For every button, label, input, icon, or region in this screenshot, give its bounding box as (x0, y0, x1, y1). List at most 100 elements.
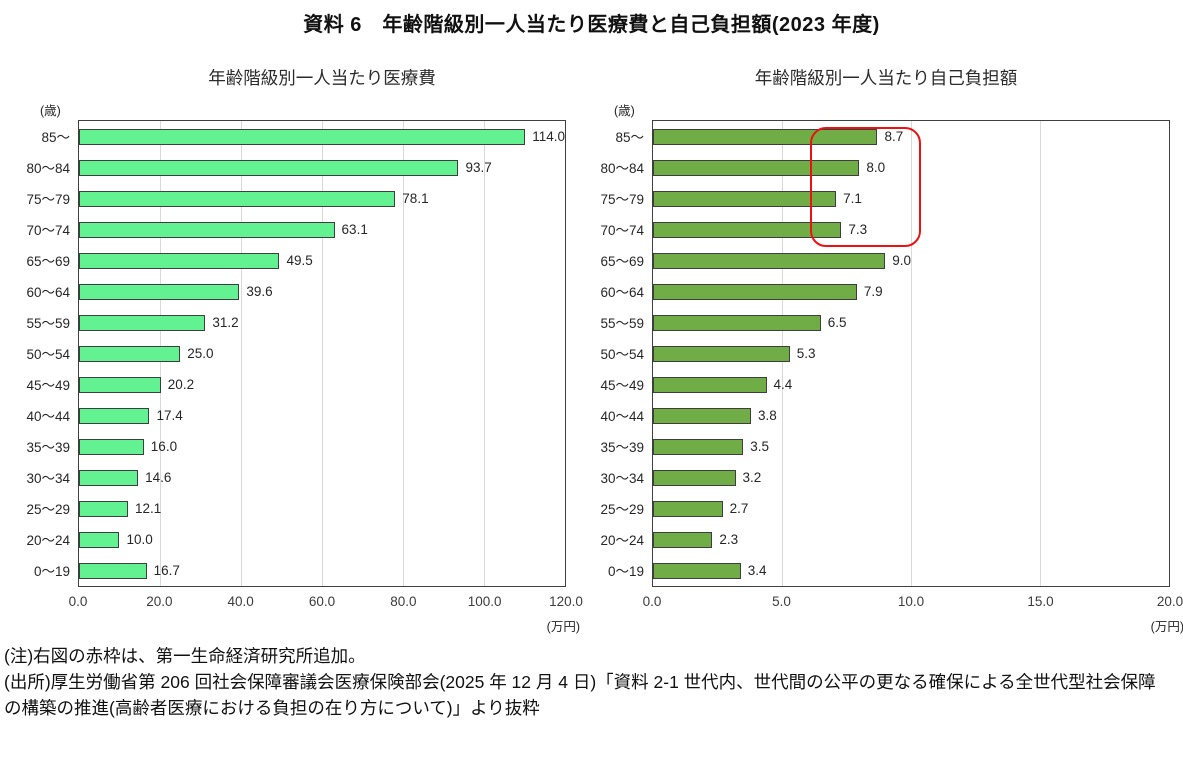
category-label: 55〜59 (26, 316, 70, 332)
bar-value-label: 5.3 (796, 346, 816, 361)
bar (79, 159, 459, 176)
bar (653, 283, 857, 300)
category-label: 85〜 (41, 130, 70, 146)
bar-value-label: 3.8 (758, 408, 777, 423)
left-y-axis-unit-label: (歳) (40, 104, 61, 118)
bar-value-label: 17.4 (156, 408, 183, 423)
bar-value-label: 3.2 (742, 470, 762, 485)
bar-value-label: 7.3 (848, 222, 868, 237)
x-tick-label: 15.0 (1027, 594, 1054, 609)
bar-row: 8.0 (653, 152, 1169, 183)
charts-row: 年齢階級別一人当たり医療費 (歳) 85〜 80〜84 75〜79 70〜74 65〜6… (0, 65, 1183, 635)
category-label: 45〜49 (600, 377, 644, 393)
bar-value-label: 78.1 (402, 191, 429, 206)
bar (653, 190, 837, 207)
bar (79, 376, 161, 393)
x-tick-label: 100.0 (467, 594, 502, 609)
bar-row: 25.0 (79, 338, 565, 369)
bar-row: 3.8 (653, 400, 1169, 431)
category-label: 70〜74 (26, 223, 70, 239)
category-label: 25〜29 (26, 501, 70, 517)
bar-row: 10.0 (79, 524, 565, 555)
bar-row: 3.2 (653, 462, 1169, 493)
notes-block: (注)右図の赤枠は、第一生命経済研究所追加。 (出所)厚生労働省第 206 回社… (0, 643, 1183, 721)
bar-value-label: 3.4 (747, 563, 767, 578)
bar (79, 500, 128, 517)
annotation-red-frame (809, 126, 921, 247)
chart-medical-expenses: 年齢階級別一人当たり医療費 (歳) 85〜 80〜84 75〜79 70〜74 65〜6… (26, 65, 583, 635)
category-label: 80〜84 (26, 161, 70, 177)
category-label: 35〜39 (600, 439, 644, 455)
bar-row: 6.5 (653, 307, 1169, 338)
category-label: 45〜49 (26, 377, 70, 393)
bar (653, 314, 821, 331)
bar-value-label: 31.2 (212, 315, 239, 330)
left-x-axis-ticks: 0.0 20.0 40.0 60.0 80.0 100.0 120.0 (69, 594, 583, 610)
bar (653, 438, 744, 455)
x-tick-label: 120.0 (549, 594, 583, 609)
bar-row: 93.7 (79, 152, 565, 183)
bar-value-label: 63.1 (341, 222, 368, 237)
gridline (322, 121, 323, 586)
bar-row: 5.3 (653, 338, 1169, 369)
figure-title: 資料 6 年齢階級別一人当たり医療費と自己負担額(2023 年度) (303, 14, 880, 36)
category-label: 75〜79 (26, 192, 70, 208)
bar (653, 221, 842, 238)
bar-value-label: 14.6 (145, 470, 172, 485)
bar-row: 78.1 (79, 183, 565, 214)
x-tick-label: 80.0 (390, 594, 417, 609)
bar-value-label: 20.2 (167, 377, 195, 392)
left-plot-area: 114.0 93.7 78.1 63.1 49.5 39.6 31.2 (78, 120, 566, 587)
right-chart-body: (歳) 85〜 80〜84 75〜79 70〜74 65〜69 60〜64 55〜59 50〜… (600, 100, 1183, 635)
left-plot-wrap: 114.0 93.7 78.1 63.1 49.5 39.6 31.2 (69, 120, 583, 635)
x-tick-label: 0.0 (68, 594, 88, 609)
chart-out-of-pocket: 年齢階級別一人当たり自己負担額 (歳) 85〜 80〜84 75〜79 70〜74 65… (600, 65, 1183, 635)
bar (79, 314, 206, 331)
bar (653, 531, 713, 548)
bar-row: 3.4 (653, 555, 1169, 586)
bar-row: 7.1 (653, 183, 1169, 214)
category-label: 65〜69 (600, 254, 644, 270)
x-tick-label: 10.0 (897, 594, 925, 609)
x-tick-label: 0.0 (642, 594, 662, 609)
bar-value-label: 6.5 (827, 315, 847, 330)
category-label: 20〜24 (26, 532, 70, 548)
bar-row: 3.5 (653, 431, 1169, 462)
bar-row: 16.7 (79, 555, 565, 586)
left-chart-title: 年齢階級別一人当たり医療費 (208, 68, 436, 88)
bar-value-label: 3.5 (750, 439, 770, 454)
category-label: 25〜29 (600, 501, 644, 517)
bar-row: 2.3 (653, 524, 1169, 555)
bar-row: 39.6 (79, 276, 565, 307)
bar-value-label: 7.1 (843, 191, 862, 206)
gridline (240, 121, 242, 586)
bar (79, 438, 144, 455)
left-chart-body: (歳) 85〜 80〜84 75〜79 70〜74 65〜69 60〜64 55〜59 50〜… (26, 100, 583, 635)
bar (79, 221, 335, 238)
right-x-axis-unit-label: (万円) (1150, 620, 1183, 634)
gridline (483, 121, 485, 586)
category-label: 65〜69 (26, 254, 70, 270)
category-label: 50〜54 (26, 347, 70, 363)
bar (79, 531, 120, 548)
right-bar-rows: 8.7 8.0 7.1 7.3 9.0 7.9 6.5 (653, 121, 1169, 586)
right-plot-area: 8.7 8.0 7.1 7.3 9.0 7.9 6.5 (652, 120, 1170, 587)
bar (79, 469, 139, 486)
bar-value-label: 93.7 (465, 160, 492, 175)
gridline (1040, 121, 1041, 586)
category-label: 20〜24 (600, 532, 644, 548)
category-label: 30〜34 (600, 470, 644, 486)
bar (79, 128, 526, 145)
bar-row: 7.3 (653, 214, 1169, 245)
right-x-axis-ticks: 0.0 5.0 10.0 15.0 20.0 (643, 594, 1183, 610)
category-label: 80〜84 (600, 161, 644, 177)
bar-value-label: 8.0 (866, 160, 886, 175)
gridline (911, 121, 912, 586)
bar-row: 63.1 (79, 214, 565, 245)
left-bar-rows: 114.0 93.7 78.1 63.1 49.5 39.6 31.2 (79, 121, 565, 586)
bar-value-label: 16.7 (153, 563, 180, 578)
x-tick-label: 60.0 (308, 594, 336, 609)
bar-value-label: 49.5 (286, 253, 313, 268)
bar-row: 4.4 (653, 369, 1169, 400)
